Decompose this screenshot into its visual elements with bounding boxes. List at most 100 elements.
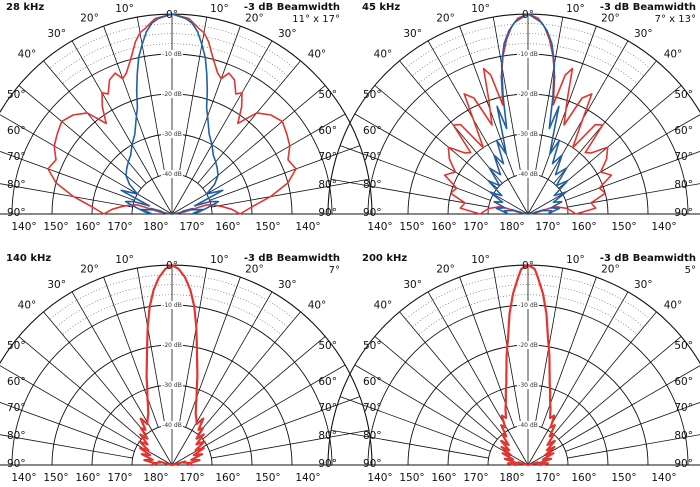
- grid-spoke: [43, 60, 147, 184]
- beamwidth-title: -3 dB Beamwidth: [599, 253, 696, 264]
- angle-label: 170°: [535, 221, 560, 233]
- angle-label: 160°: [571, 472, 596, 484]
- grid-spoke: [330, 429, 489, 459]
- grid-spoke: [534, 16, 564, 175]
- db-label: -40 dB: [518, 171, 538, 178]
- angle-label: 0°: [166, 260, 178, 272]
- frequency-label: 28 kHz: [6, 2, 45, 13]
- grid-spoke: [178, 16, 208, 175]
- angle-label: 70°: [674, 402, 693, 414]
- grid-spoke: [527, 291, 629, 466]
- grid-spoke: [558, 336, 682, 440]
- grid-spoke: [0, 434, 133, 459]
- polar-plot: -10 dB -20 dB -30 dB -40 dB 0° 10° 10° 20° 20° 30…: [0, 254, 373, 484]
- angle-label: 80°: [363, 179, 382, 191]
- angle-label: 160°: [431, 221, 456, 233]
- angle-label: 140°: [295, 221, 320, 233]
- db-label: -30 dB: [518, 131, 538, 138]
- angle-label: 20°: [436, 13, 455, 25]
- db-label-bg: [161, 170, 183, 178]
- grid-spoke: [18, 336, 142, 440]
- db-label-bg: [161, 301, 183, 309]
- angle-label: 90°: [363, 458, 382, 470]
- beamwidth-value: 5°: [684, 265, 696, 276]
- db-label: -10 dB: [518, 51, 538, 58]
- angle-label: 170°: [107, 472, 132, 484]
- dotted-arc: [406, 23, 650, 68]
- angle-label: 50°: [318, 340, 337, 352]
- grid-spoke: [209, 145, 361, 201]
- db-label-bg: [517, 90, 539, 98]
- angle-label: 140°: [367, 221, 392, 233]
- angle-label: 80°: [7, 430, 26, 442]
- db-label: -20 dB: [162, 342, 182, 349]
- angle-label: 90°: [7, 458, 26, 470]
- angle-label: 40°: [374, 300, 393, 312]
- grid-spoke: [567, 434, 700, 459]
- angle-label: 180°: [499, 472, 524, 484]
- beamwidth-value: 7° x 13°: [654, 14, 696, 25]
- beamwidth-title: -3 dB Beamwidth: [243, 253, 340, 264]
- angle-label: 10°: [115, 3, 134, 15]
- grid-spoke: [103, 25, 159, 177]
- frequency-label: 45 kHz: [362, 2, 401, 13]
- db-label: -40 dB: [518, 422, 538, 429]
- angle-label: 60°: [674, 125, 693, 137]
- grid-spoke: [43, 311, 147, 435]
- angle-label: 170°: [107, 221, 132, 233]
- grid-spoke: [0, 114, 173, 215]
- db-label: -20 dB: [162, 91, 182, 98]
- angle-label: 20°: [245, 264, 264, 276]
- angle-label: 150°: [611, 472, 636, 484]
- grid-spoke: [339, 396, 491, 452]
- grid-spoke: [171, 291, 273, 466]
- angle-label: 140°: [295, 472, 320, 484]
- angle-label: 10°: [115, 254, 134, 266]
- angle-label: 30°: [47, 28, 66, 40]
- angle-label: 30°: [403, 279, 422, 291]
- db-label: -40 dB: [162, 171, 182, 178]
- dotted-arc: [50, 23, 294, 68]
- grid-spoke: [330, 178, 489, 208]
- angle-label: 70°: [7, 402, 26, 414]
- dotted-arc: [406, 274, 650, 319]
- db-label-bg: [161, 381, 183, 389]
- angle-label: 180°: [499, 221, 524, 233]
- angle-label: 90°: [674, 207, 693, 219]
- grid-spoke: [0, 183, 133, 208]
- polar-chart-140khz: -10 dB -20 dB -30 dB -40 dB 0° 10° 10° 20° 20° 30…: [0, 251, 373, 487]
- angle-label: 30°: [278, 28, 297, 40]
- angle-label: 160°: [215, 221, 240, 233]
- db-label-bg: [517, 130, 539, 138]
- angle-label: 80°: [674, 179, 693, 191]
- angle-label: 150°: [43, 221, 68, 233]
- angle-label: 180°: [143, 221, 168, 233]
- angle-label: 40°: [18, 300, 37, 312]
- db-label: -10 dB: [518, 302, 538, 309]
- angle-label: 140°: [651, 472, 676, 484]
- angle-label: 50°: [363, 89, 382, 101]
- angle-label: 80°: [363, 430, 382, 442]
- angle-label: 50°: [363, 340, 382, 352]
- angle-label: 70°: [7, 151, 26, 163]
- grid-spoke: [565, 150, 700, 201]
- angle-label: 170°: [179, 472, 204, 484]
- angle-label: 40°: [308, 300, 327, 312]
- db-label-bg: [161, 50, 183, 58]
- db-label-bg: [161, 130, 183, 138]
- angle-label: 20°: [601, 13, 620, 25]
- angle-label: 70°: [318, 402, 337, 414]
- angle-label: 60°: [363, 125, 382, 137]
- polar-chart-200khz: -10 dB -20 dB -30 dB -40 dB 0° 10° 10° 20° 20° 30…: [327, 251, 700, 487]
- db-label-bg: [517, 341, 539, 349]
- angle-label: 70°: [363, 402, 382, 414]
- angle-label: 20°: [80, 264, 99, 276]
- angle-label: 160°: [215, 472, 240, 484]
- angle-label: 170°: [463, 221, 488, 233]
- angle-label: 0°: [522, 9, 534, 21]
- db-label-bg: [517, 170, 539, 178]
- angle-label: 70°: [363, 151, 382, 163]
- angle-label: 60°: [7, 125, 26, 137]
- grid-spoke: [0, 150, 135, 201]
- grid-spoke: [553, 311, 657, 435]
